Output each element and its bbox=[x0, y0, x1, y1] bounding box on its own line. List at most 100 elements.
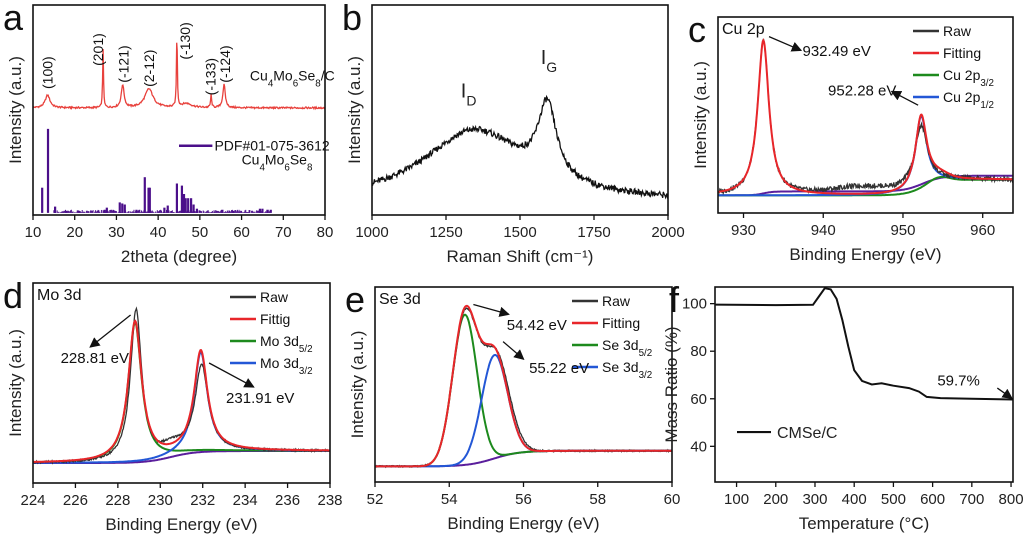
text-part: Cu 2p bbox=[943, 67, 981, 83]
text-part: Raw bbox=[260, 289, 289, 305]
x-tick-label: 54 bbox=[441, 491, 458, 508]
legend-label: Fitting bbox=[602, 315, 640, 331]
x-tick-label: 2000 bbox=[651, 224, 684, 241]
legend-label: CMSe/C bbox=[777, 425, 837, 442]
x-axis-label: Binding Energy (eV) bbox=[105, 515, 257, 534]
x-tick-label: 60 bbox=[664, 491, 681, 508]
x-tick-label: 100 bbox=[724, 491, 749, 508]
panel-f: 100 200 300 400 500 600 700 800 40 60 80 100 Tempera… bbox=[662, 279, 1024, 533]
subscript: 4 bbox=[268, 78, 274, 89]
x-tick-label: 1750 bbox=[577, 224, 610, 241]
text-part: Cu 2p bbox=[943, 89, 981, 105]
peak-label: (2-12) bbox=[141, 50, 157, 87]
text-part: Se bbox=[298, 68, 315, 84]
series-line-0 bbox=[372, 94, 668, 200]
annotation: 231.91 eV bbox=[226, 390, 294, 407]
panel-b: 1000 1250 1500 1750 2000 Raman Shift (cm⁻¹) In… bbox=[342, 0, 685, 266]
y-axis-label: Intensity (a.u.) bbox=[345, 56, 364, 164]
peak-label: (-121) bbox=[116, 45, 132, 82]
annotation: 54.42 eV bbox=[507, 317, 567, 334]
text-part: Se 3d bbox=[602, 359, 639, 375]
subscript: 3/2 bbox=[639, 370, 653, 381]
x-tick-label: 930 bbox=[731, 222, 756, 239]
x-tick-label: 228 bbox=[105, 492, 130, 509]
x-tick-label: 20 bbox=[66, 224, 83, 241]
plot-frame bbox=[32, 282, 331, 484]
legend-label: Cu 2p3/2 bbox=[943, 67, 994, 89]
legend-label: Cu 2p1/2 bbox=[943, 89, 994, 111]
x-tick-label: 40 bbox=[150, 224, 167, 241]
annotation: 952.28 eV bbox=[828, 82, 896, 99]
series-line-4 bbox=[33, 319, 330, 463]
text-part: CMSe/C bbox=[777, 425, 837, 442]
text-part: Mo bbox=[273, 68, 293, 84]
annotation-arrow bbox=[473, 303, 510, 317]
x-tick-label: 10 bbox=[25, 224, 42, 241]
text-part: Mo 3d bbox=[260, 333, 299, 349]
annotation: 228.81 eV bbox=[61, 350, 129, 367]
annotation: IG bbox=[541, 47, 557, 75]
x-tick-label: 236 bbox=[275, 492, 300, 509]
x-tick-label: 500 bbox=[881, 491, 906, 508]
peak-label: (100) bbox=[40, 56, 56, 89]
text-part: I bbox=[541, 47, 547, 69]
text-part: Mo 3d bbox=[260, 355, 299, 371]
x-tick-label: 300 bbox=[802, 491, 827, 508]
plot-area bbox=[33, 306, 330, 465]
panel-a: 10 20 30 40 50 60 70 80 2theta (degree) Intensity… bbox=[3, 0, 335, 266]
x-tick-label: 60 bbox=[233, 224, 250, 241]
x-tick-label: 56 bbox=[515, 491, 532, 508]
text-part: 952.28 eV bbox=[828, 82, 896, 99]
subscript: 6 bbox=[293, 78, 299, 89]
x-tick-label: 234 bbox=[233, 492, 258, 509]
plot-frame bbox=[714, 286, 1014, 483]
text-part: Cu bbox=[250, 68, 268, 84]
legend-label: Se 3d3/2 bbox=[602, 359, 652, 381]
panel-letter: f bbox=[669, 279, 680, 320]
subscript: 8 bbox=[315, 78, 321, 89]
annotation: 55.22 eV bbox=[529, 360, 589, 377]
plot-area bbox=[375, 304, 672, 469]
annotation: ID bbox=[461, 80, 477, 108]
x-tick-label: 800 bbox=[999, 491, 1024, 508]
y-tick-label: 40 bbox=[690, 438, 707, 455]
region-label: Se 3d bbox=[379, 291, 421, 308]
series-label: Cu4Mo6Se8/C bbox=[250, 68, 335, 90]
y-axis-label: Intensity (a.u.) bbox=[691, 61, 710, 169]
text-part: Se bbox=[290, 152, 307, 168]
annotation-arrow bbox=[208, 362, 255, 388]
legend-label: Fittig bbox=[260, 311, 290, 327]
x-tick-label: 80 bbox=[317, 224, 334, 241]
legend-label: Mo 3d3/2 bbox=[260, 355, 313, 377]
text-part: Fitting bbox=[602, 315, 640, 331]
text-part: 231.91 eV bbox=[226, 390, 294, 407]
x-tick-label: 224 bbox=[20, 492, 45, 509]
peak-label: (-133) bbox=[203, 58, 219, 95]
x-tick-label: 58 bbox=[589, 491, 606, 508]
text-part: 228.81 eV bbox=[61, 350, 129, 367]
x-axis-label: Binding Energy (eV) bbox=[447, 514, 599, 533]
y-axis-label: Intensity (a.u.) bbox=[348, 331, 367, 439]
text-part: I bbox=[461, 80, 467, 102]
x-tick-label: 940 bbox=[811, 222, 836, 239]
text-part: Raw bbox=[943, 23, 972, 39]
x-axis-label: Temperature (°C) bbox=[799, 514, 930, 533]
reference-label: PDF#01-075-3612 bbox=[214, 138, 329, 154]
text-part: 55.22 eV bbox=[529, 360, 589, 377]
annotation-arrow bbox=[89, 314, 131, 348]
subscript: 5/2 bbox=[299, 344, 313, 355]
plot-area bbox=[715, 287, 1013, 401]
text-part: /C bbox=[321, 68, 335, 84]
panel-letter: c bbox=[688, 9, 706, 50]
annotation-arrow bbox=[996, 387, 1013, 400]
x-tick-label: 200 bbox=[763, 491, 788, 508]
x-tick-label: 600 bbox=[920, 491, 945, 508]
y-tick-label: 80 bbox=[690, 343, 707, 360]
subscript: 4 bbox=[259, 162, 265, 173]
subscript: D bbox=[466, 92, 476, 108]
annotation-arrow bbox=[502, 341, 525, 360]
legend-label: Fitting bbox=[943, 45, 981, 61]
subscript: 6 bbox=[284, 162, 290, 173]
panel-c: 930 940 950 960 Binding Energy (eV) Intensity… bbox=[688, 9, 1014, 264]
